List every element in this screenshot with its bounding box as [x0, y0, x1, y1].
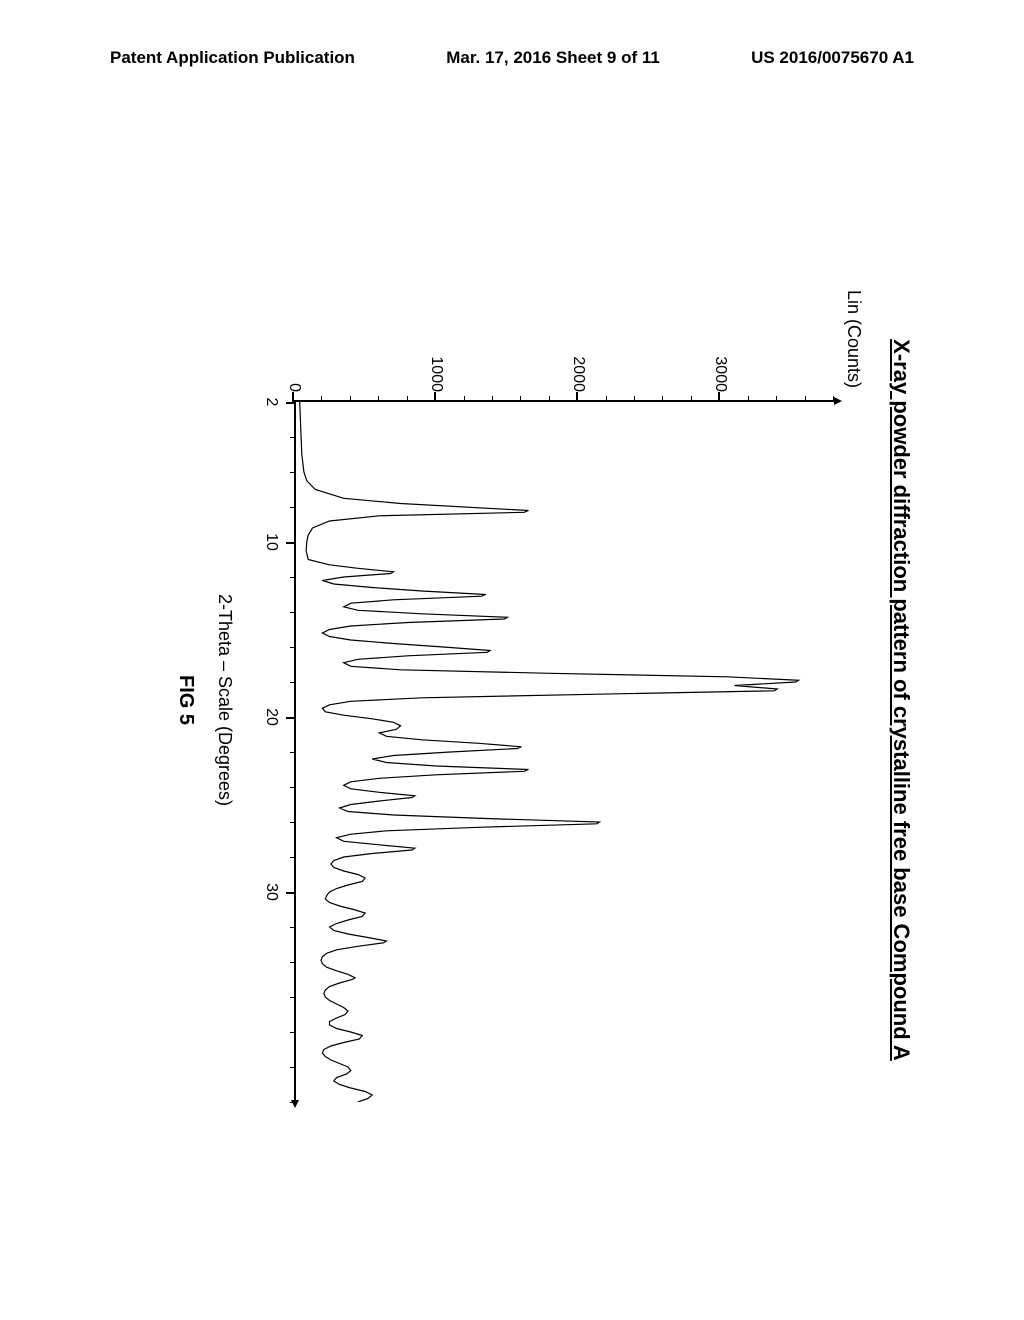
x-tick-minor — [290, 822, 296, 823]
y-tick-minor — [321, 396, 322, 402]
x-tick-label: 20 — [262, 708, 280, 726]
y-tick-minor — [833, 396, 834, 402]
x-tick-minor — [290, 437, 296, 438]
x-axis-label: 2-Theta – Scale (Degrees) — [214, 594, 235, 806]
header-center: Mar. 17, 2016 Sheet 9 of 11 — [446, 48, 660, 68]
y-tick-minor — [606, 396, 607, 402]
y-tick-label: 1000 — [427, 332, 445, 392]
page-header: Patent Application Publication Mar. 17, … — [0, 48, 1024, 68]
y-tick-minor — [407, 396, 408, 402]
x-tick-label: 2 — [262, 398, 280, 407]
x-tick-label: 10 — [262, 533, 280, 551]
y-tick-minor — [520, 396, 521, 402]
y-tick — [292, 392, 294, 402]
y-tick-label: 2000 — [569, 332, 587, 392]
x-tick-minor — [290, 1102, 296, 1103]
x-tick-minor — [290, 1032, 296, 1033]
x-tick-minor — [290, 857, 296, 858]
x-tick-minor — [290, 577, 296, 578]
x-tick-minor — [290, 752, 296, 753]
x-tick — [286, 542, 296, 544]
y-tick-minor — [662, 396, 663, 402]
x-tick-minor — [290, 962, 296, 963]
y-axis-label: Lin (Counts) — [843, 290, 864, 388]
x-tick-label: 30 — [262, 883, 280, 901]
x-tick-minor — [290, 787, 296, 788]
y-axis-arrow-icon — [834, 397, 842, 405]
x-tick-minor — [290, 927, 296, 928]
x-tick-minor — [290, 507, 296, 508]
figure-caption: FIG 5 — [174, 675, 197, 725]
x-tick-minor — [290, 612, 296, 613]
y-tick — [576, 392, 578, 402]
y-tick-minor — [464, 396, 465, 402]
chart-title: X-ray powder diffraction pattern of crys… — [888, 339, 914, 1061]
y-tick — [718, 392, 720, 402]
y-tick-minor — [350, 396, 351, 402]
figure-inner: X-ray powder diffraction pattern of crys… — [0, 160, 1024, 1240]
x-tick — [286, 892, 296, 894]
x-tick-minor — [290, 647, 296, 648]
x-tick-minor — [290, 997, 296, 998]
x-tick-minor — [290, 682, 296, 683]
plot-area: 01000200030002102030 — [294, 400, 834, 1100]
header-left: Patent Application Publication — [110, 48, 355, 68]
y-tick-minor — [691, 396, 692, 402]
y-tick-label: 3000 — [711, 332, 729, 392]
x-tick — [286, 402, 296, 404]
xrpd-svg — [294, 402, 834, 1102]
y-tick — [434, 392, 436, 402]
x-tick — [286, 717, 296, 719]
xrpd-trace — [300, 402, 799, 1102]
x-tick-minor — [290, 1067, 296, 1068]
chart-wrapper: X-ray powder diffraction pattern of crys… — [164, 270, 944, 1130]
y-tick-minor — [634, 396, 635, 402]
header-right: US 2016/0075670 A1 — [751, 48, 914, 68]
y-tick-label: 0 — [285, 332, 303, 392]
y-tick-minor — [776, 396, 777, 402]
x-tick-minor — [290, 472, 296, 473]
y-tick-minor — [492, 396, 493, 402]
figure-container: X-ray powder diffraction pattern of crys… — [0, 160, 1024, 1240]
y-tick-minor — [805, 396, 806, 402]
y-tick-minor — [748, 396, 749, 402]
y-tick-minor — [378, 396, 379, 402]
y-tick-minor — [549, 396, 550, 402]
